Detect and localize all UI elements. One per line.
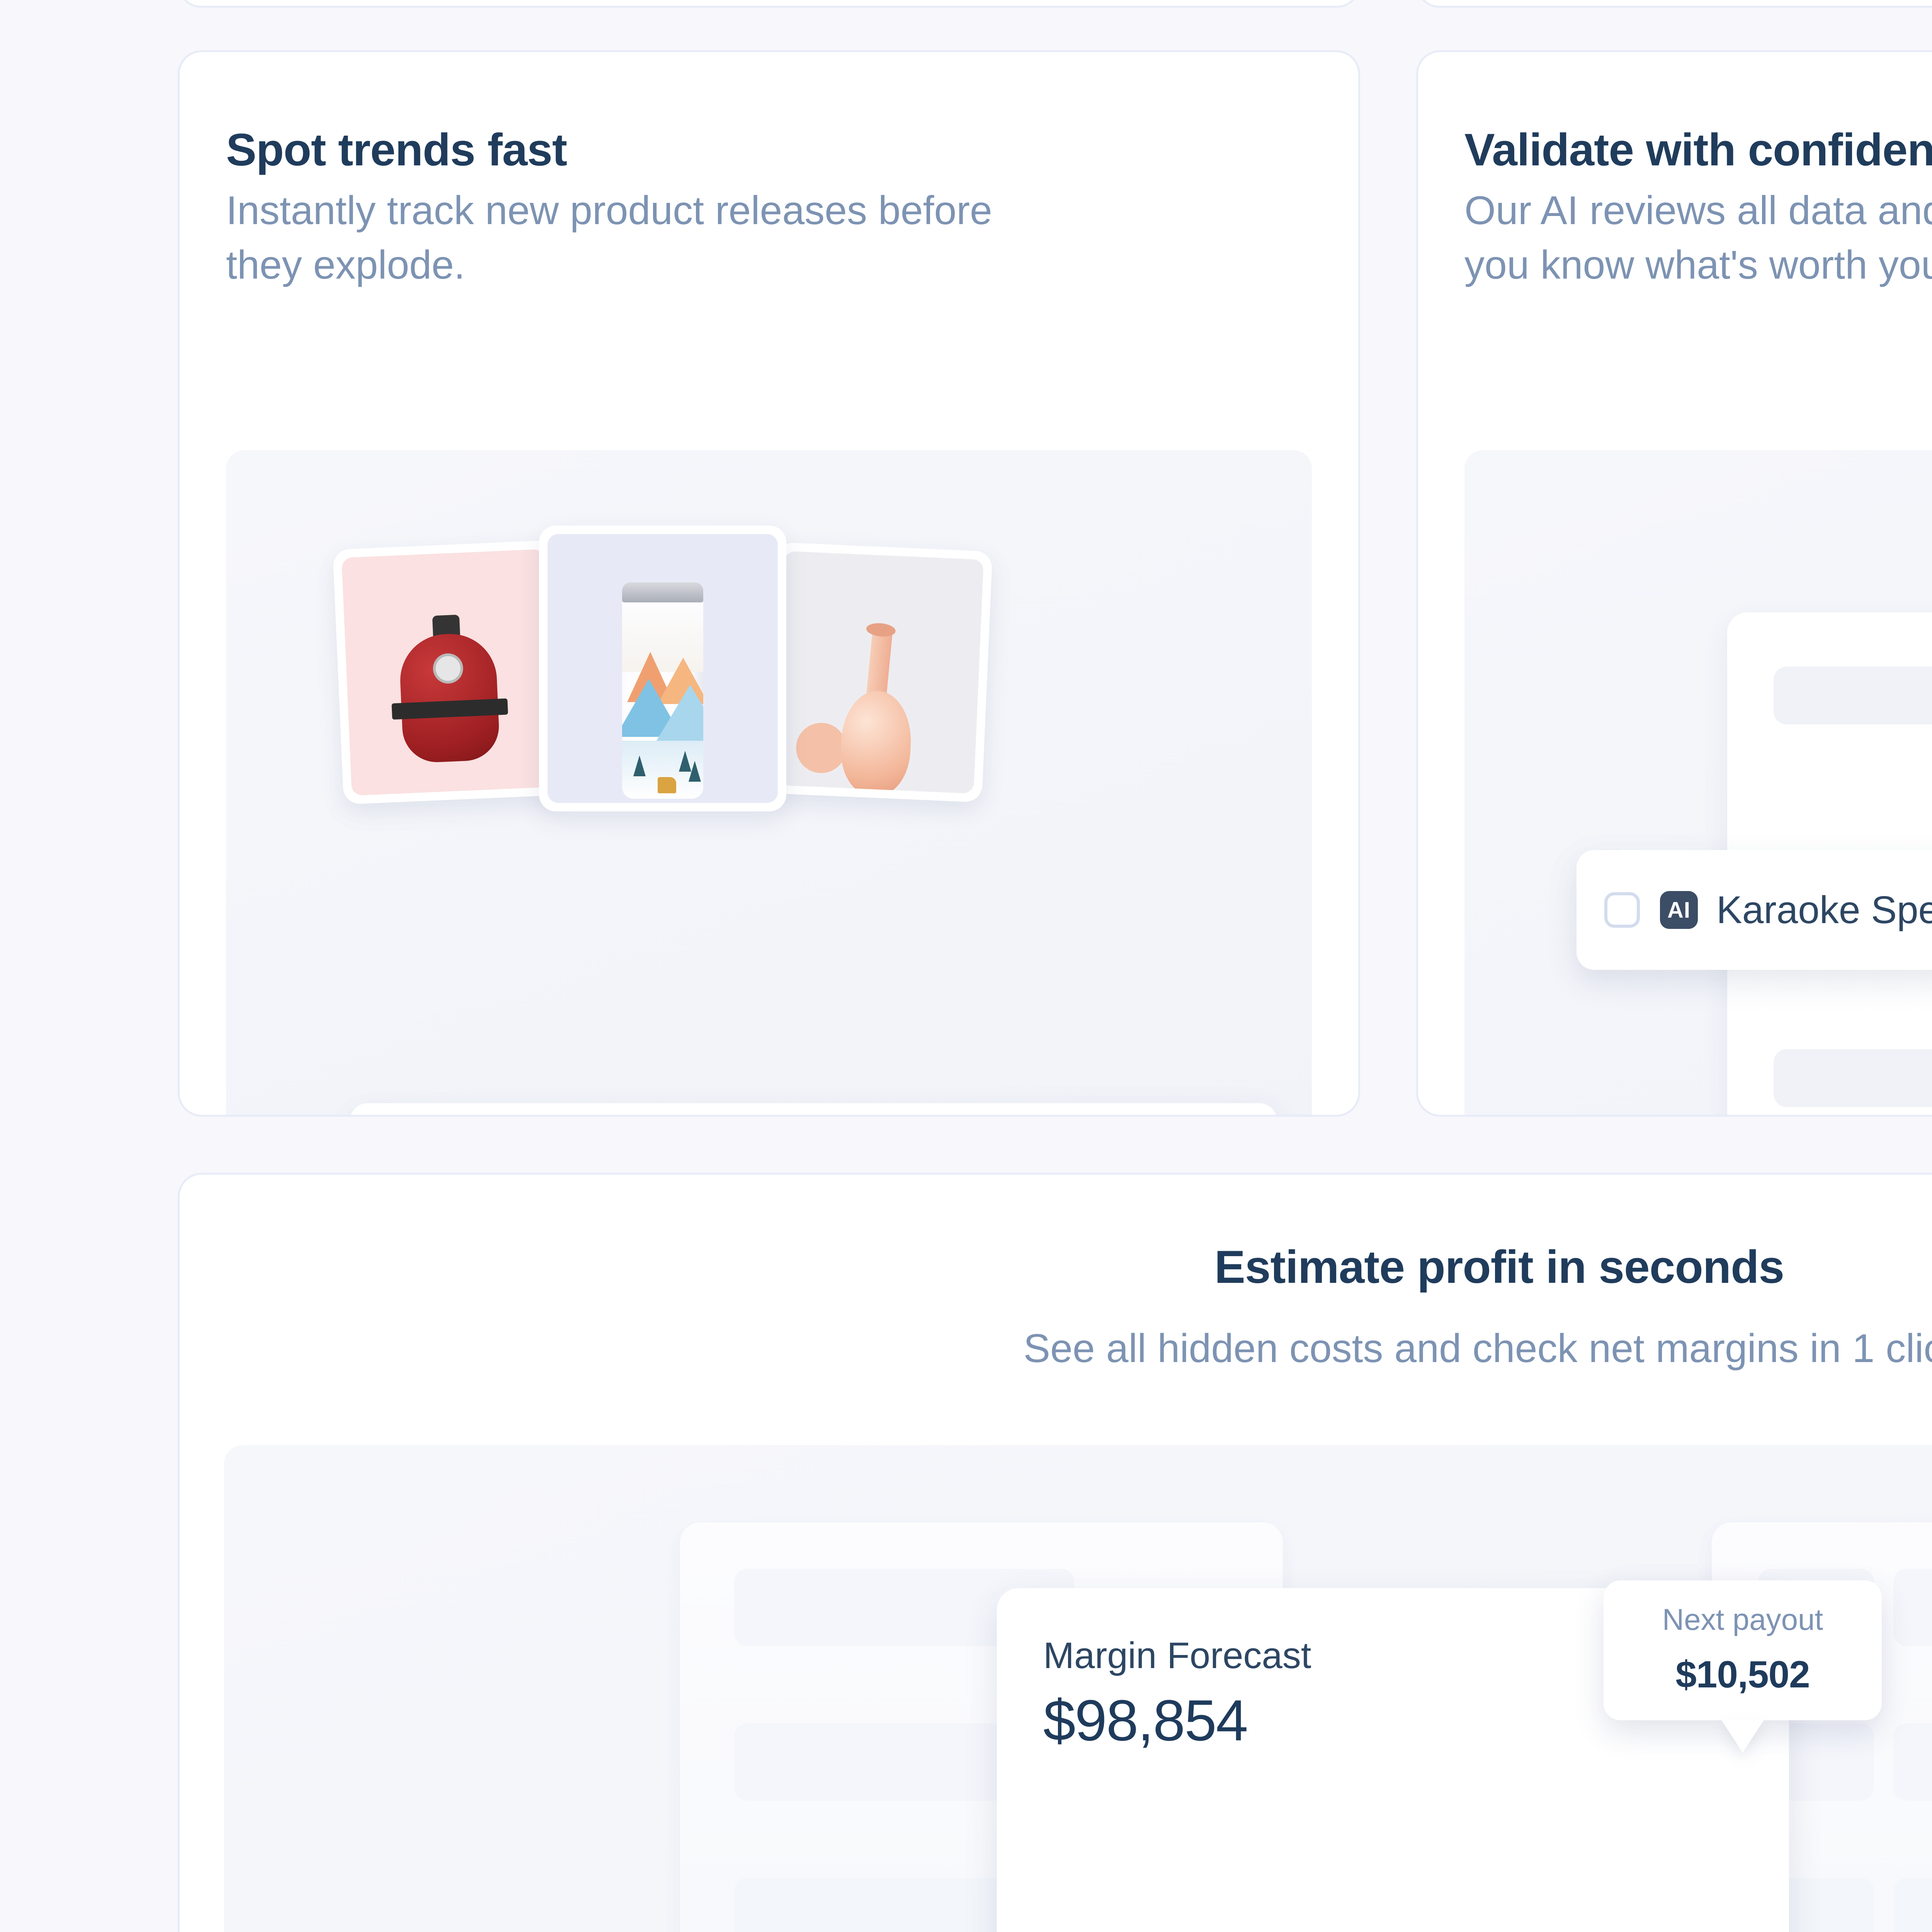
thumbnail-peach-ceramic-vase xyxy=(765,542,993,803)
next-payout-label: Next payout xyxy=(1662,1602,1823,1636)
card-spot-trends: Spot trends fast Instantly track new pro… xyxy=(178,50,1360,1117)
estimate-profit-preview-panel: Margin Forecast $98,854 Next payout $10,… xyxy=(224,1445,1932,1932)
previous-card-right xyxy=(1416,0,1932,8)
product-label: Karaoke Speaker xyxy=(1716,888,1932,932)
next-payout-tooltip: Next payout $10,502 xyxy=(1604,1580,1882,1753)
validate-preview-panel: AI Karaoke Speaker +25% ↑ 4.3 ★★★★★ xyxy=(1464,450,1932,1115)
product-row-coffee-thermo-cup[interactable]: Coffee thermo cup Top trend xyxy=(350,1103,1277,1115)
next-payout-value: $10,502 xyxy=(1675,1653,1810,1696)
margin-forecast-card: Margin Forecast $98,854 xyxy=(997,1588,1789,1932)
thumbnail-red-kamado-grill xyxy=(332,540,564,805)
previous-card-left xyxy=(178,0,1360,8)
validate-title: Validate with confidence xyxy=(1464,124,1932,175)
product-checkbox[interactable] xyxy=(1604,892,1640,928)
margin-forecast-value: $98,854 xyxy=(1043,1688,1248,1753)
product-row-karaoke-speaker[interactable]: AI Karaoke Speaker +25% ↑ 4.3 ★★★★★ xyxy=(1577,850,1932,970)
ai-badge-icon: AI xyxy=(1660,891,1698,929)
validate-subtitle: Our AI reviews all data and gives produc… xyxy=(1464,188,1932,288)
card-estimate-profit: Estimate profit in seconds See all hidde… xyxy=(178,1173,1932,1932)
spot-trends-title: Spot trends fast xyxy=(226,124,567,175)
estimate-profit-subtitle: See all hidden costs and check net margi… xyxy=(1023,1326,1932,1371)
thumbnail-mountain-thermo-cup xyxy=(539,526,786,811)
card-validate-confidence: Validate with confidence Our AI reviews … xyxy=(1416,50,1932,1117)
spot-trends-preview-panel: Coffee thermo cup Top trend Chinese tea … xyxy=(226,450,1312,1115)
spot-trends-subtitle: Instantly track new product releases bef… xyxy=(226,188,992,288)
margin-forecast-title: Margin Forecast xyxy=(1043,1635,1311,1676)
estimate-profit-title: Estimate profit in seconds xyxy=(1214,1241,1784,1293)
tooltip-pointer xyxy=(1721,1719,1764,1753)
